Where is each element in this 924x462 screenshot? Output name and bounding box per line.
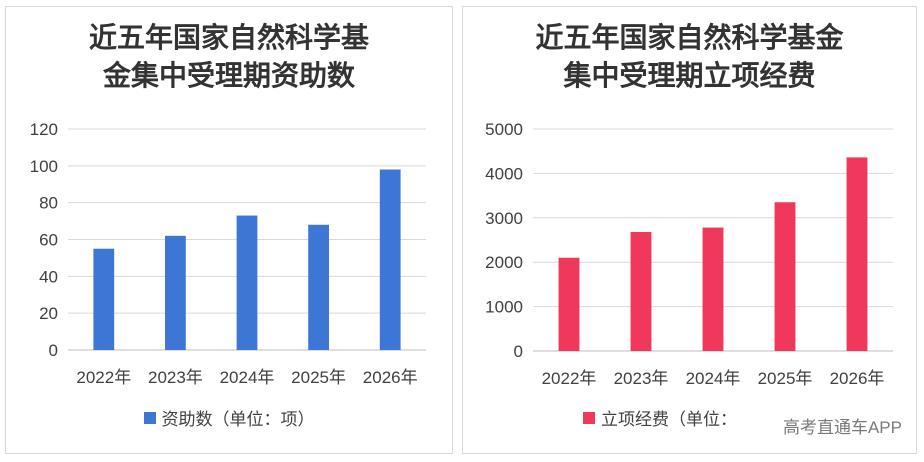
x-tick-label: 2024年 xyxy=(220,368,275,387)
y-tick-label: 0 xyxy=(514,342,523,361)
x-tick-label: 2026年 xyxy=(363,368,418,387)
chart-title-line: 集中受理期立项经费 xyxy=(563,59,816,92)
chart-legend: 资助数（单位：项） xyxy=(6,405,452,430)
y-tick-label: 4000 xyxy=(485,164,523,183)
bar-chart-funding-count: 0 20 40 60 80 100 120 2022年 2023年 2024年 2025年 2026年 xyxy=(30,120,426,387)
y-tick-label: 20 xyxy=(39,304,58,323)
legend-label: 资助数（单位：项） xyxy=(161,410,315,430)
y-tick-label: 0 xyxy=(49,341,58,360)
x-tick-label: 2023年 xyxy=(148,368,203,387)
y-tick-label: 40 xyxy=(39,267,58,286)
legend-label: 立项经费（单位： xyxy=(601,410,737,430)
chart-title: 近五年国家自然科学基金 集中受理期立项经费 xyxy=(463,19,916,95)
bar xyxy=(165,235,186,350)
chart-title-line: 近五年国家自然科学基金 xyxy=(535,21,844,54)
y-tick-label: 100 xyxy=(30,157,58,176)
y-tick-label: 60 xyxy=(39,231,58,250)
x-tick-label: 2025年 xyxy=(758,369,813,388)
y-tick-label: 80 xyxy=(39,194,58,213)
x-tick-label: 2025年 xyxy=(291,368,346,387)
x-tick-label: 2022年 xyxy=(76,368,131,387)
watermark-text: 高考直通车APP xyxy=(782,418,902,437)
chart-title-line: 金集中受理期资助数 xyxy=(102,59,355,92)
x-tick-label: 2023年 xyxy=(614,369,669,388)
legend-swatch xyxy=(143,412,156,424)
bar xyxy=(630,232,652,351)
y-tick-label: 3000 xyxy=(485,209,523,228)
bar xyxy=(702,227,724,351)
y-tick-label: 2000 xyxy=(485,253,523,272)
bar xyxy=(379,169,401,350)
bar xyxy=(236,215,258,350)
y-tick-label: 120 xyxy=(30,120,58,139)
chart-panel-funding-count: 近五年国家自然科学基 金集中受理期资助数 0 20 40 60 80 100 120 2022… xyxy=(5,6,453,454)
x-tick-label: 2024年 xyxy=(686,369,741,388)
bar xyxy=(774,202,796,351)
x-tick-label: 2022年 xyxy=(542,369,597,388)
bar xyxy=(308,224,329,350)
bar xyxy=(93,248,115,350)
legend-swatch xyxy=(583,412,595,424)
chart-legend: 立项经费（单位： xyxy=(583,405,916,430)
bar xyxy=(558,257,580,351)
chart-title-line: 近五年国家自然科学基 xyxy=(88,21,369,54)
bar xyxy=(846,157,868,351)
y-tick-label: 5000 xyxy=(485,120,523,139)
x-tick-label: 2026年 xyxy=(830,369,885,388)
chart-title: 近五年国家自然科学基 金集中受理期资助数 xyxy=(6,19,452,95)
chart-panel-project-funds: 近五年国家自然科学基金 集中受理期立项经费 0 1000 2000 3000 4000 5… xyxy=(462,6,917,454)
y-tick-label: 1000 xyxy=(485,298,523,317)
bar-chart-project-funds: 0 1000 2000 3000 4000 5000 2022年 2023年 2024年 2025… xyxy=(485,120,893,388)
